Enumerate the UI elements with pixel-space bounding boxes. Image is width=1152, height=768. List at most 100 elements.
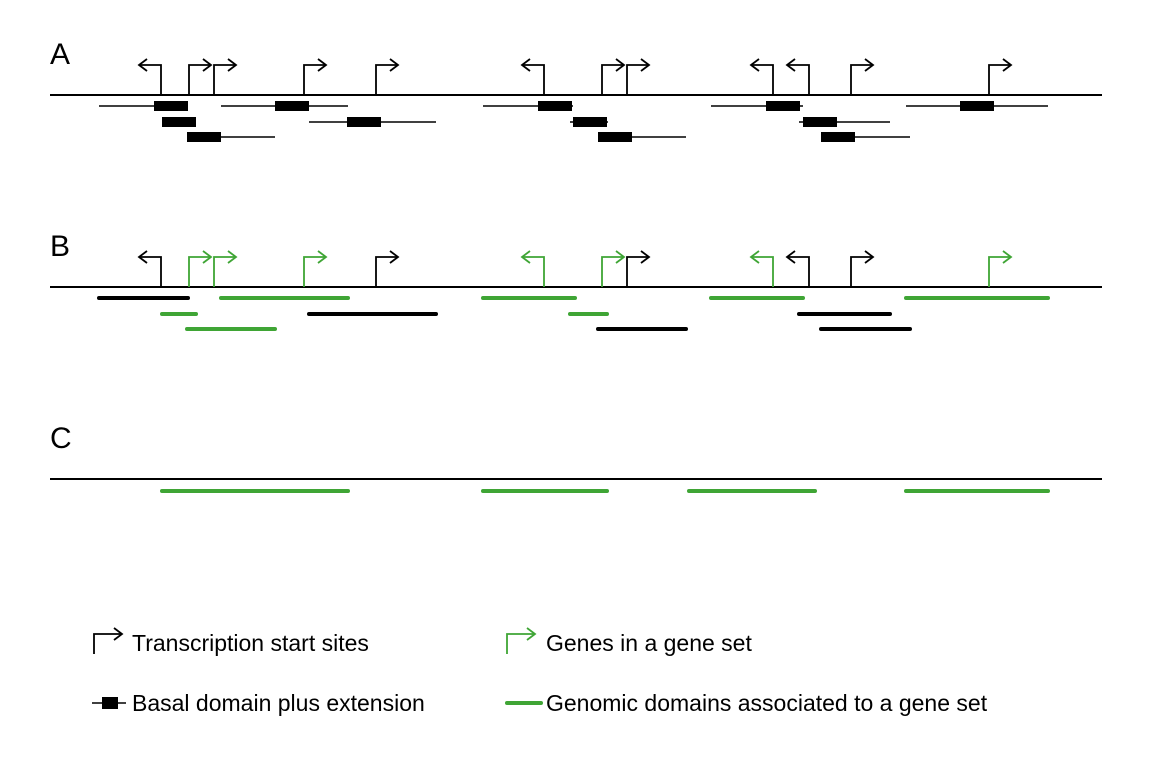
tss-arrow bbox=[303, 250, 328, 287]
tss-stem bbox=[522, 64, 545, 95]
tss-stem bbox=[303, 256, 326, 287]
tss-arrow bbox=[850, 58, 875, 95]
tss-arrow bbox=[188, 58, 213, 95]
basal-box bbox=[538, 101, 572, 111]
basal-box bbox=[573, 117, 607, 127]
tss-arrowhead bbox=[520, 58, 531, 72]
tss-stem bbox=[601, 64, 624, 95]
tss-arrowhead bbox=[615, 250, 626, 264]
basal-box bbox=[598, 132, 632, 142]
panel-b-regulatory-domains bbox=[97, 296, 1050, 331]
tss-stem bbox=[375, 64, 398, 95]
tss-arrowhead bbox=[520, 250, 531, 264]
tss-arrow bbox=[375, 58, 400, 95]
tss-stem bbox=[375, 256, 398, 287]
tss-stem bbox=[626, 64, 649, 95]
panel-label-b: B bbox=[50, 230, 70, 263]
tss-arrowhead bbox=[864, 58, 875, 72]
basal-box bbox=[347, 117, 381, 127]
tss-stem bbox=[988, 256, 1011, 287]
tss-arrowhead bbox=[749, 250, 760, 264]
panel-b-transcription-start-sites bbox=[137, 250, 1013, 287]
tss-stem bbox=[787, 256, 810, 287]
tss-arrowhead bbox=[749, 58, 760, 72]
tss-arrow bbox=[303, 58, 328, 95]
tss-stem bbox=[988, 64, 1011, 95]
legend-basal-domain-icon bbox=[92, 697, 126, 709]
tss-arrowhead bbox=[202, 58, 213, 72]
basal-box bbox=[275, 101, 309, 111]
tss-stem bbox=[751, 64, 774, 95]
tss-stem bbox=[139, 64, 162, 95]
basal-domain bbox=[906, 101, 1048, 111]
tss-arrowhead bbox=[317, 250, 328, 264]
basal-domain bbox=[221, 101, 348, 111]
tss-stem bbox=[522, 256, 545, 287]
legend-basal-domain-label: Basal domain plus extension bbox=[132, 690, 425, 716]
tss-arrow bbox=[785, 58, 810, 95]
basal-domain bbox=[187, 132, 275, 142]
basal-domain bbox=[483, 101, 573, 111]
tss-arrow bbox=[137, 58, 162, 95]
panel-label-c: C bbox=[50, 422, 72, 455]
legend-tss-icon bbox=[93, 627, 124, 654]
legend-gene-set-label: Genes in a gene set bbox=[546, 630, 752, 656]
tss-arrowhead bbox=[1002, 58, 1013, 72]
tss-arrowhead bbox=[317, 58, 328, 72]
basal-domain bbox=[598, 132, 686, 142]
basal-domain bbox=[162, 117, 196, 127]
tss-arrow bbox=[520, 250, 545, 287]
tss-arrow bbox=[520, 58, 545, 95]
tss-arrowhead bbox=[389, 58, 400, 72]
tss-arrowhead bbox=[640, 250, 651, 264]
tss-stem bbox=[850, 256, 873, 287]
tss-arrowhead bbox=[1002, 250, 1013, 264]
tss-stem bbox=[188, 64, 211, 95]
tss-arrowhead bbox=[864, 250, 875, 264]
tss-stem bbox=[601, 256, 624, 287]
basal-box bbox=[803, 117, 837, 127]
tss-stem bbox=[626, 256, 649, 287]
legend-tss-label: Transcription start sites bbox=[132, 630, 369, 656]
tss-arrowhead bbox=[227, 250, 238, 264]
tss-stem bbox=[751, 256, 774, 287]
tss-arrow bbox=[988, 58, 1013, 95]
tss-arrow bbox=[188, 250, 213, 287]
tss-arrow bbox=[213, 250, 238, 287]
basal-domain bbox=[99, 101, 188, 111]
basal-box bbox=[154, 101, 188, 111]
tss-arrow bbox=[626, 250, 651, 287]
basal-box bbox=[821, 132, 855, 142]
basal-domain bbox=[799, 117, 890, 127]
tss-arrow bbox=[988, 250, 1013, 287]
tss-arrowhead bbox=[785, 250, 796, 264]
tss-stem bbox=[787, 64, 810, 95]
tss-arrow bbox=[785, 250, 810, 287]
basal-box bbox=[960, 101, 994, 111]
tss-arrow bbox=[137, 250, 162, 287]
tss-arrowhead bbox=[389, 250, 400, 264]
tss-arrowhead bbox=[785, 58, 796, 72]
tss-arrowhead bbox=[137, 250, 148, 264]
legend-genomic-domains-label: Genomic domains associated to a gene set bbox=[546, 690, 988, 716]
tss-arrow bbox=[375, 250, 400, 287]
tss-stem bbox=[213, 256, 236, 287]
tss-arrow bbox=[749, 58, 774, 95]
tss-arrowhead bbox=[615, 58, 626, 72]
basal-box bbox=[766, 101, 800, 111]
tss-stem bbox=[850, 64, 873, 95]
tss-arrowhead bbox=[202, 250, 213, 264]
tss-arrow bbox=[626, 58, 651, 95]
basal-domain bbox=[570, 117, 608, 127]
basal-domain bbox=[711, 101, 803, 111]
tss-stem bbox=[213, 64, 236, 95]
tss-arrow bbox=[749, 250, 774, 287]
legend: Transcription start sites Genes in a gen… bbox=[92, 627, 988, 716]
tss-stem bbox=[139, 256, 162, 287]
legend-gene-set-icon bbox=[506, 627, 537, 654]
tss-arrow bbox=[213, 58, 238, 95]
basal-domain bbox=[309, 117, 436, 127]
basal-domain bbox=[821, 132, 910, 142]
panel-a-transcription-start-sites bbox=[137, 58, 1013, 95]
